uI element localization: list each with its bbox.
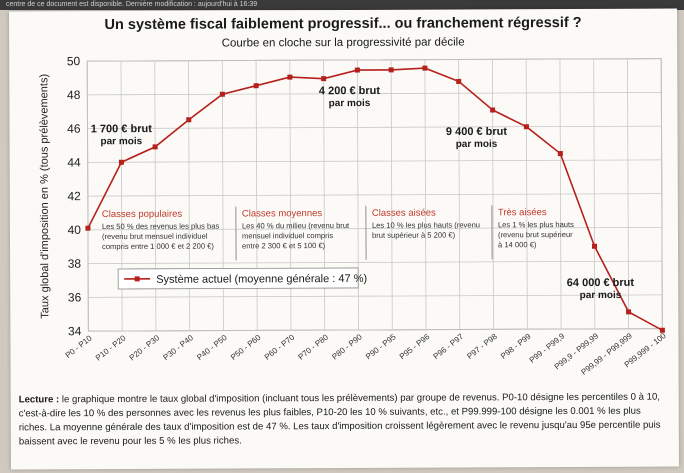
grid-line-v [390,59,393,330]
data-point [287,74,293,80]
class-description: compris entre 1 000 € et 2 200 €) [102,242,214,251]
window-top-strip: centre de ce document est disponible. De… [0,0,684,10]
grid-line-v [525,59,528,330]
y-tick-label: 46 [67,122,81,136]
y-tick-label: 36 [68,290,82,304]
data-point [321,76,327,82]
income-annotation: 64 000 € brut [567,277,635,289]
grid-line-h [87,159,662,163]
grid-line-h [87,226,662,231]
grid-line-h [87,125,662,130]
data-point [85,225,91,231]
data-point [152,144,158,150]
grid-line-v [491,59,494,330]
caption-lead: Lecture : [18,394,60,406]
grid-line-h [88,328,663,332]
legend-label: Système actuel (moyenne générale : 47 %) [156,273,367,286]
legend-marker [134,276,140,282]
grid-line-h [87,58,662,62]
class-description: Les 40 % du milieu (revenu brut [242,221,350,230]
grid-line-v [559,59,562,330]
x-tick-label: P60 - P70 [263,332,297,361]
class-description: Les 10 % les plus hauts (revenu [372,220,480,229]
income-annotation: par mois [580,290,622,301]
grid-line-h [87,193,662,197]
y-tick-label: 42 [67,189,81,203]
y-tick-label: 50 [67,54,81,68]
grid-line-v [424,59,427,330]
data-point [456,78,462,84]
data-point [591,243,598,249]
caption: Lecture : le graphique montre le taux gl… [19,391,669,450]
legend-box [117,267,359,290]
class-description: Les 50 % des revenus les plus bas [102,222,220,232]
income-annotation: par mois [100,136,142,147]
class-description: (revenu brut mensuel individuel [102,232,208,241]
x-tick-label: P40 - P50 [195,333,229,362]
grid-line-h [88,294,663,298]
grid-line-h [88,260,663,265]
line-chart: 34 36 38 40 42 44 46 48 50 Taux global d'impositi… [38,54,668,377]
grid-line-h [87,91,662,96]
x-tick-label: P97 - P98 [465,331,499,360]
grid-line-v [593,58,596,329]
y-tick-label: 48 [67,88,81,102]
grid-line-v [86,61,89,332]
y-tick-label: 34 [68,324,82,338]
data-point [219,91,225,97]
class-title: Classes moyennes [242,208,323,219]
x-tick-label: P90 - P95 [364,332,398,361]
y-axis-label: Taux global d'imposition en % (tous prél… [38,74,51,319]
income-annotation: 4 200 € brut [319,85,381,97]
class-description: brut supérieur à 5 200 €) [372,231,456,240]
class-description: entre 2 300 € et 5 100 €) [242,241,326,250]
x-tick-label: P96 - P97 [432,332,466,361]
data-point [354,67,360,73]
data-point [118,159,124,165]
class-title: Classes aisées [372,208,436,219]
data-point [490,107,496,113]
data-point [626,309,632,315]
x-tick-label: P95 - P96 [398,332,432,361]
x-tick-label: P10 - P20 [94,333,128,362]
data-point [659,327,665,333]
document-page: Un système fiscal faiblement progressif.… [9,8,679,470]
class-description: (revenu brut supérieur [498,230,573,239]
class-description: Les 1 % les plus hauts [498,220,574,229]
class-description: mensuel individuel compris [242,231,333,240]
class-title: Très aisées [498,207,547,218]
grid-line-v [660,58,663,329]
data-point [253,83,259,89]
x-tick-label: P70 - P80 [297,332,331,361]
data-point [388,67,394,73]
x-tick-label: P30 - P40 [161,333,195,362]
data-point [523,124,529,130]
y-tick-label: 44 [67,155,81,169]
data-point [422,65,428,71]
data-point [186,117,192,123]
grid-line-v [627,58,630,329]
data-point [557,151,563,157]
y-tick-label: 38 [68,257,82,271]
income-annotation: 1 700 € brut [91,123,153,135]
class-title: Classes populaires [102,209,183,220]
caption-text: le graphique montre le taux global d'imp… [18,391,661,448]
income-annotation: par mois [456,139,498,150]
income-annotation: par mois [329,98,371,109]
grid-line-v [458,59,461,330]
series-line [87,67,663,332]
y-tick-label: 40 [68,223,82,237]
income-annotation: 9 400 € brut [446,126,508,138]
x-tick-label: P80 - P90 [330,332,364,361]
x-tick-label: P20 - P30 [128,333,162,362]
class-description: à 14 000 €) [498,240,537,249]
x-tick-label: P50 - P60 [229,333,263,362]
